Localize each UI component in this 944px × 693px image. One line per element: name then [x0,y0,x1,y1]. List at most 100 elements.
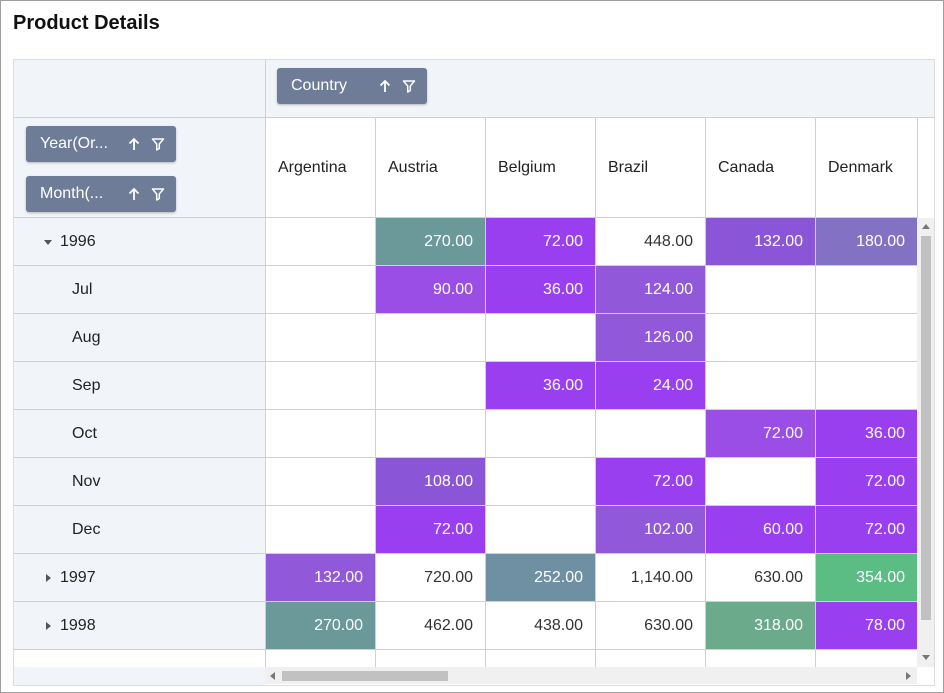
expand-caret-icon[interactable] [40,570,56,586]
value-cell-1996-argentina[interactable] [266,218,375,266]
scroll-down-icon[interactable] [922,655,930,660]
value-cell-1996-canada[interactable]: 132.00 [706,218,815,266]
value-cell-oct-belgium[interactable] [486,410,595,458]
horizontal-scroll-thumb[interactable] [282,671,448,681]
value-cell-1997-brazil[interactable]: 1,140.00 [596,554,705,602]
value-cell-1997-denmark[interactable]: 354.00 [816,554,917,602]
value-cell-jul-argentina[interactable] [266,266,375,314]
value-cell-sep-austria[interactable] [376,362,485,410]
sort-ascending-icon[interactable] [126,136,142,152]
row-header-1996[interactable]: 1996 [14,218,265,266]
value-cell-sep-argentina[interactable] [266,362,375,410]
value-cell-oct-denmark[interactable]: 36.00 [816,410,917,458]
collapse-caret-icon[interactable] [40,234,56,250]
value-cell-1996-austria[interactable]: 270.00 [376,218,485,266]
filter-icon[interactable] [150,186,166,202]
expand-caret-icon[interactable] [40,618,56,634]
value-cell-dec-argentina[interactable] [266,506,375,554]
value-cell-dec-belgium[interactable] [486,506,595,554]
value-cell-1996-brazil[interactable]: 448.00 [596,218,705,266]
value-cell-1997-canada[interactable]: 630.00 [706,554,815,602]
value-cell-aug-brazil[interactable]: 126.00 [596,314,705,362]
value-cell-sep-belgium[interactable]: 36.00 [486,362,595,410]
pivot-table: Country Year(Or... Month(... [13,59,935,686]
value-cell-jul-austria[interactable]: 90.00 [376,266,485,314]
value-cell-dec-canada[interactable]: 60.00 [706,506,815,554]
value-cell-aug-austria[interactable] [376,314,485,362]
value-cell-1998-brazil[interactable]: 630.00 [596,602,705,650]
value-cell-1998-canada[interactable]: 318.00 [706,602,815,650]
row-divider [14,601,917,602]
month-field-chip[interactable]: Month(... [26,176,176,212]
value-cell-oct-austria[interactable] [376,410,485,458]
value-cell-dec-denmark[interactable]: 72.00 [816,506,917,554]
value-cell-1998-austria[interactable]: 462.00 [376,602,485,650]
column-header-belgium[interactable]: Belgium [498,159,556,176]
row-header-label: Oct [72,425,97,442]
value-cell-1996-belgium[interactable]: 72.00 [486,218,595,266]
row-header-label: Dec [72,521,101,538]
value-cell-nov-belgium[interactable] [486,458,595,506]
column-header-denmark[interactable]: Denmark [828,159,893,176]
country-field-chip[interactable]: Country [277,68,427,104]
year-field-chip[interactable]: Year(Or... [26,126,176,162]
value-cell-oct-argentina[interactable] [266,410,375,458]
value-cell-sep-canada[interactable] [706,362,815,410]
row-divider [14,505,917,506]
column-header-austria[interactable]: Austria [388,159,438,176]
value-cell-dec-brazil[interactable]: 102.00 [596,506,705,554]
value-cell-1998-argentina[interactable]: 270.00 [266,602,375,650]
column-header-canada[interactable]: Canada [718,159,775,176]
column-divider [595,118,596,667]
value-cell-aug-denmark[interactable] [816,314,917,362]
row-header-nov: Nov [14,458,265,506]
value-cell-1997-argentina[interactable]: 132.00 [266,554,375,602]
filter-icon[interactable] [150,136,166,152]
value-cell-nov-austria[interactable]: 108.00 [376,458,485,506]
value-cell-nov-brazil[interactable]: 72.00 [596,458,705,506]
horizontal-scrollbar[interactable] [265,667,917,684]
column-header-brazil[interactable]: Brazil [608,159,649,176]
vertical-scrollbar[interactable] [917,218,934,667]
value-cell-1996-denmark[interactable]: 180.00 [816,218,917,266]
month-field-label: Month(... [40,185,104,202]
value-cell-1998-denmark[interactable]: 78.00 [816,602,917,650]
scroll-right-icon[interactable] [906,672,911,680]
row-divider [14,265,917,266]
column-divider [815,118,816,667]
value-cell-aug-belgium[interactable] [486,314,595,362]
row-divider [14,409,917,410]
value-cell-jul-belgium[interactable]: 36.00 [486,266,595,314]
value-cell-dec-austria[interactable]: 72.00 [376,506,485,554]
filter-icon[interactable] [401,78,417,94]
scroll-up-icon[interactable] [922,224,930,229]
value-cell-sep-brazil[interactable]: 24.00 [596,362,705,410]
scroll-corner [14,667,265,685]
scroll-left-icon[interactable] [270,672,275,680]
value-cell-sep-denmark[interactable] [816,362,917,410]
value-cell-1997-austria[interactable]: 720.00 [376,554,485,602]
row-header-1997[interactable]: 1997 [14,554,265,602]
row-header-jul: Jul [14,266,265,314]
sort-ascending-icon[interactable] [126,186,142,202]
value-cell-jul-brazil[interactable]: 124.00 [596,266,705,314]
vertical-scroll-thumb[interactable] [921,236,931,620]
value-cell-jul-denmark[interactable] [816,266,917,314]
value-cell-nov-argentina[interactable] [266,458,375,506]
row-divider [14,217,917,218]
value-cell-nov-denmark[interactable]: 72.00 [816,458,917,506]
value-cell-1998-belgium[interactable]: 438.00 [486,602,595,650]
value-cell-aug-canada[interactable] [706,314,815,362]
value-cell-1997-belgium[interactable]: 252.00 [486,554,595,602]
row-header-oct: Oct [14,410,265,458]
column-header-argentina[interactable]: Argentina [278,159,347,176]
sort-ascending-icon[interactable] [377,78,393,94]
value-cell-oct-brazil[interactable] [596,410,705,458]
row-header-1998[interactable]: 1998 [14,602,265,650]
value-cell-jul-canada[interactable] [706,266,815,314]
value-cell-aug-argentina[interactable] [266,314,375,362]
row-header-label: 1996 [60,233,96,250]
value-cell-oct-canada[interactable]: 72.00 [706,410,815,458]
value-cell-nov-canada[interactable] [706,458,815,506]
